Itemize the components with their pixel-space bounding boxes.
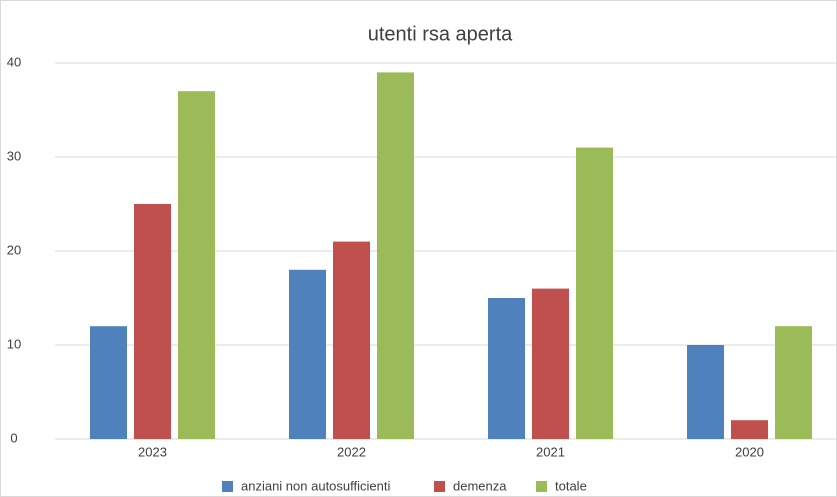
y-tick-label: 40 — [7, 54, 21, 69]
bar — [178, 91, 215, 439]
bar — [377, 72, 414, 440]
bar — [775, 326, 812, 439]
y-tick-label: 30 — [7, 148, 21, 163]
legend-swatch — [222, 481, 233, 492]
legend-label: anziani non autosufficienti — [241, 478, 390, 493]
y-tick-label: 10 — [7, 336, 21, 351]
y-tick-label: 0 — [10, 430, 17, 445]
bar — [731, 420, 768, 439]
bar — [289, 269, 326, 439]
bar — [90, 326, 127, 439]
legend-swatch — [434, 481, 445, 492]
bar — [687, 345, 724, 439]
bar — [488, 298, 525, 439]
y-tick-label: 20 — [7, 242, 21, 257]
bar — [333, 241, 370, 439]
legend-label: demenza — [453, 478, 507, 493]
x-tick-label: 2022 — [337, 444, 366, 459]
x-tick-label: 2023 — [138, 444, 167, 459]
x-tick-label: 2021 — [536, 444, 565, 459]
bar — [134, 204, 171, 439]
bar — [532, 288, 569, 439]
bar — [576, 147, 613, 439]
legend-swatch — [536, 481, 547, 492]
x-tick-label: 2020 — [735, 444, 764, 459]
chart-title: utenti rsa aperta — [368, 23, 513, 45]
legend-label: totale — [555, 478, 587, 493]
